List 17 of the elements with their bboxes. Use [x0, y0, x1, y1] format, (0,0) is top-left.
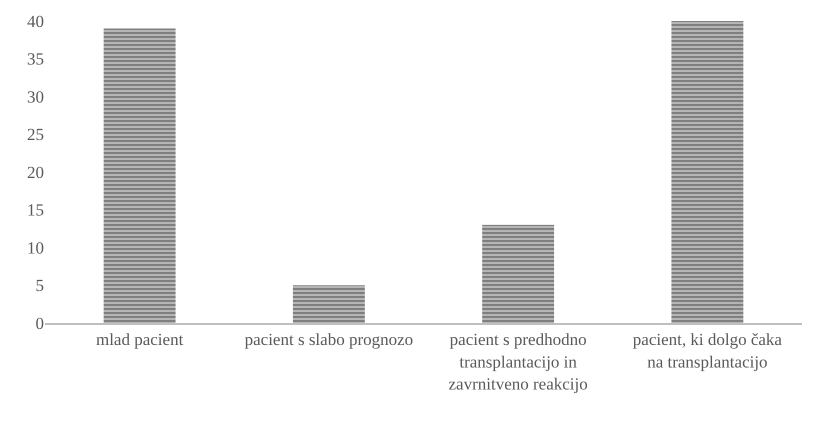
y-tick-label: 10	[27, 238, 44, 258]
y-tick-label: 25	[27, 125, 44, 144]
y-tick-label: 5	[36, 276, 44, 296]
y-tick-label: 30	[27, 87, 44, 106]
bar	[671, 21, 744, 323]
y-tick-label: 20	[27, 162, 44, 182]
y-tick-label: 40	[27, 12, 44, 31]
x-tick-label: mlad pacient	[96, 330, 184, 350]
y-tick-label: 35	[27, 50, 44, 69]
x-tick-label: pacient, ki dolgo čaka na transplantacijo	[632, 330, 782, 372]
y-tick-label: 0	[36, 314, 44, 333]
bar	[482, 224, 554, 323]
bar	[292, 285, 365, 323]
y-tick-label: 15	[27, 200, 44, 220]
bar	[104, 28, 176, 323]
x-tick-label: pacient s predhodno transplantacijo in zavrnitveno reakcijo	[448, 330, 588, 394]
x-tick-label: pacient s slabo prognozo	[244, 330, 414, 350]
